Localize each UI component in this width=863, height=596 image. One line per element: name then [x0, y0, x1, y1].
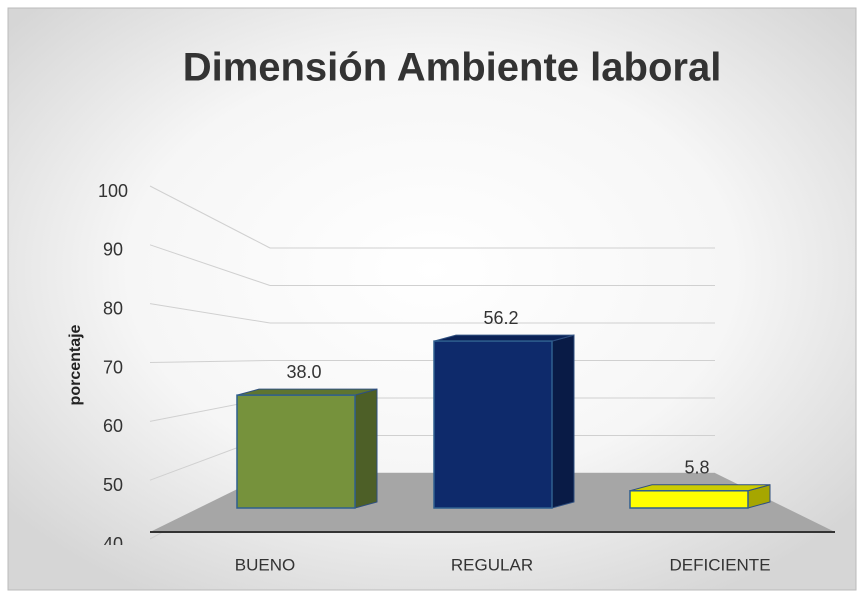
y-axis-label: porcentaje	[67, 324, 84, 405]
chart-title: Dimensión Ambiente laboral	[183, 46, 722, 90]
y-tick-label: 60	[103, 416, 123, 436]
bar	[433, 340, 553, 509]
grid-line	[149, 303, 271, 324]
grid-line	[149, 185, 271, 249]
y-tick-label: 90	[103, 240, 123, 260]
bar-top	[433, 334, 575, 342]
bar	[629, 490, 749, 509]
y-tick-label: 70	[103, 357, 123, 377]
grid-line	[149, 244, 271, 286]
bar-side	[551, 334, 575, 509]
x-tick-label: REGULAR	[451, 555, 533, 574]
x-tick-label: DEFICIENTE	[669, 555, 770, 574]
data-label: 38.0	[286, 362, 321, 382]
grid-line	[149, 360, 271, 363]
y-tick-label: 100	[98, 181, 128, 201]
bar-side	[354, 388, 378, 509]
data-label: 5.8	[684, 458, 709, 478]
data-label: 56.2	[483, 308, 518, 328]
y-tick-label: 80	[103, 298, 123, 318]
y-tick-label: 40	[103, 534, 123, 554]
bar-top	[236, 388, 378, 396]
bar	[236, 394, 356, 509]
x-tick-label: BUENO	[235, 555, 295, 574]
y-tick-label: 50	[103, 475, 123, 495]
bar-top	[629, 484, 771, 492]
